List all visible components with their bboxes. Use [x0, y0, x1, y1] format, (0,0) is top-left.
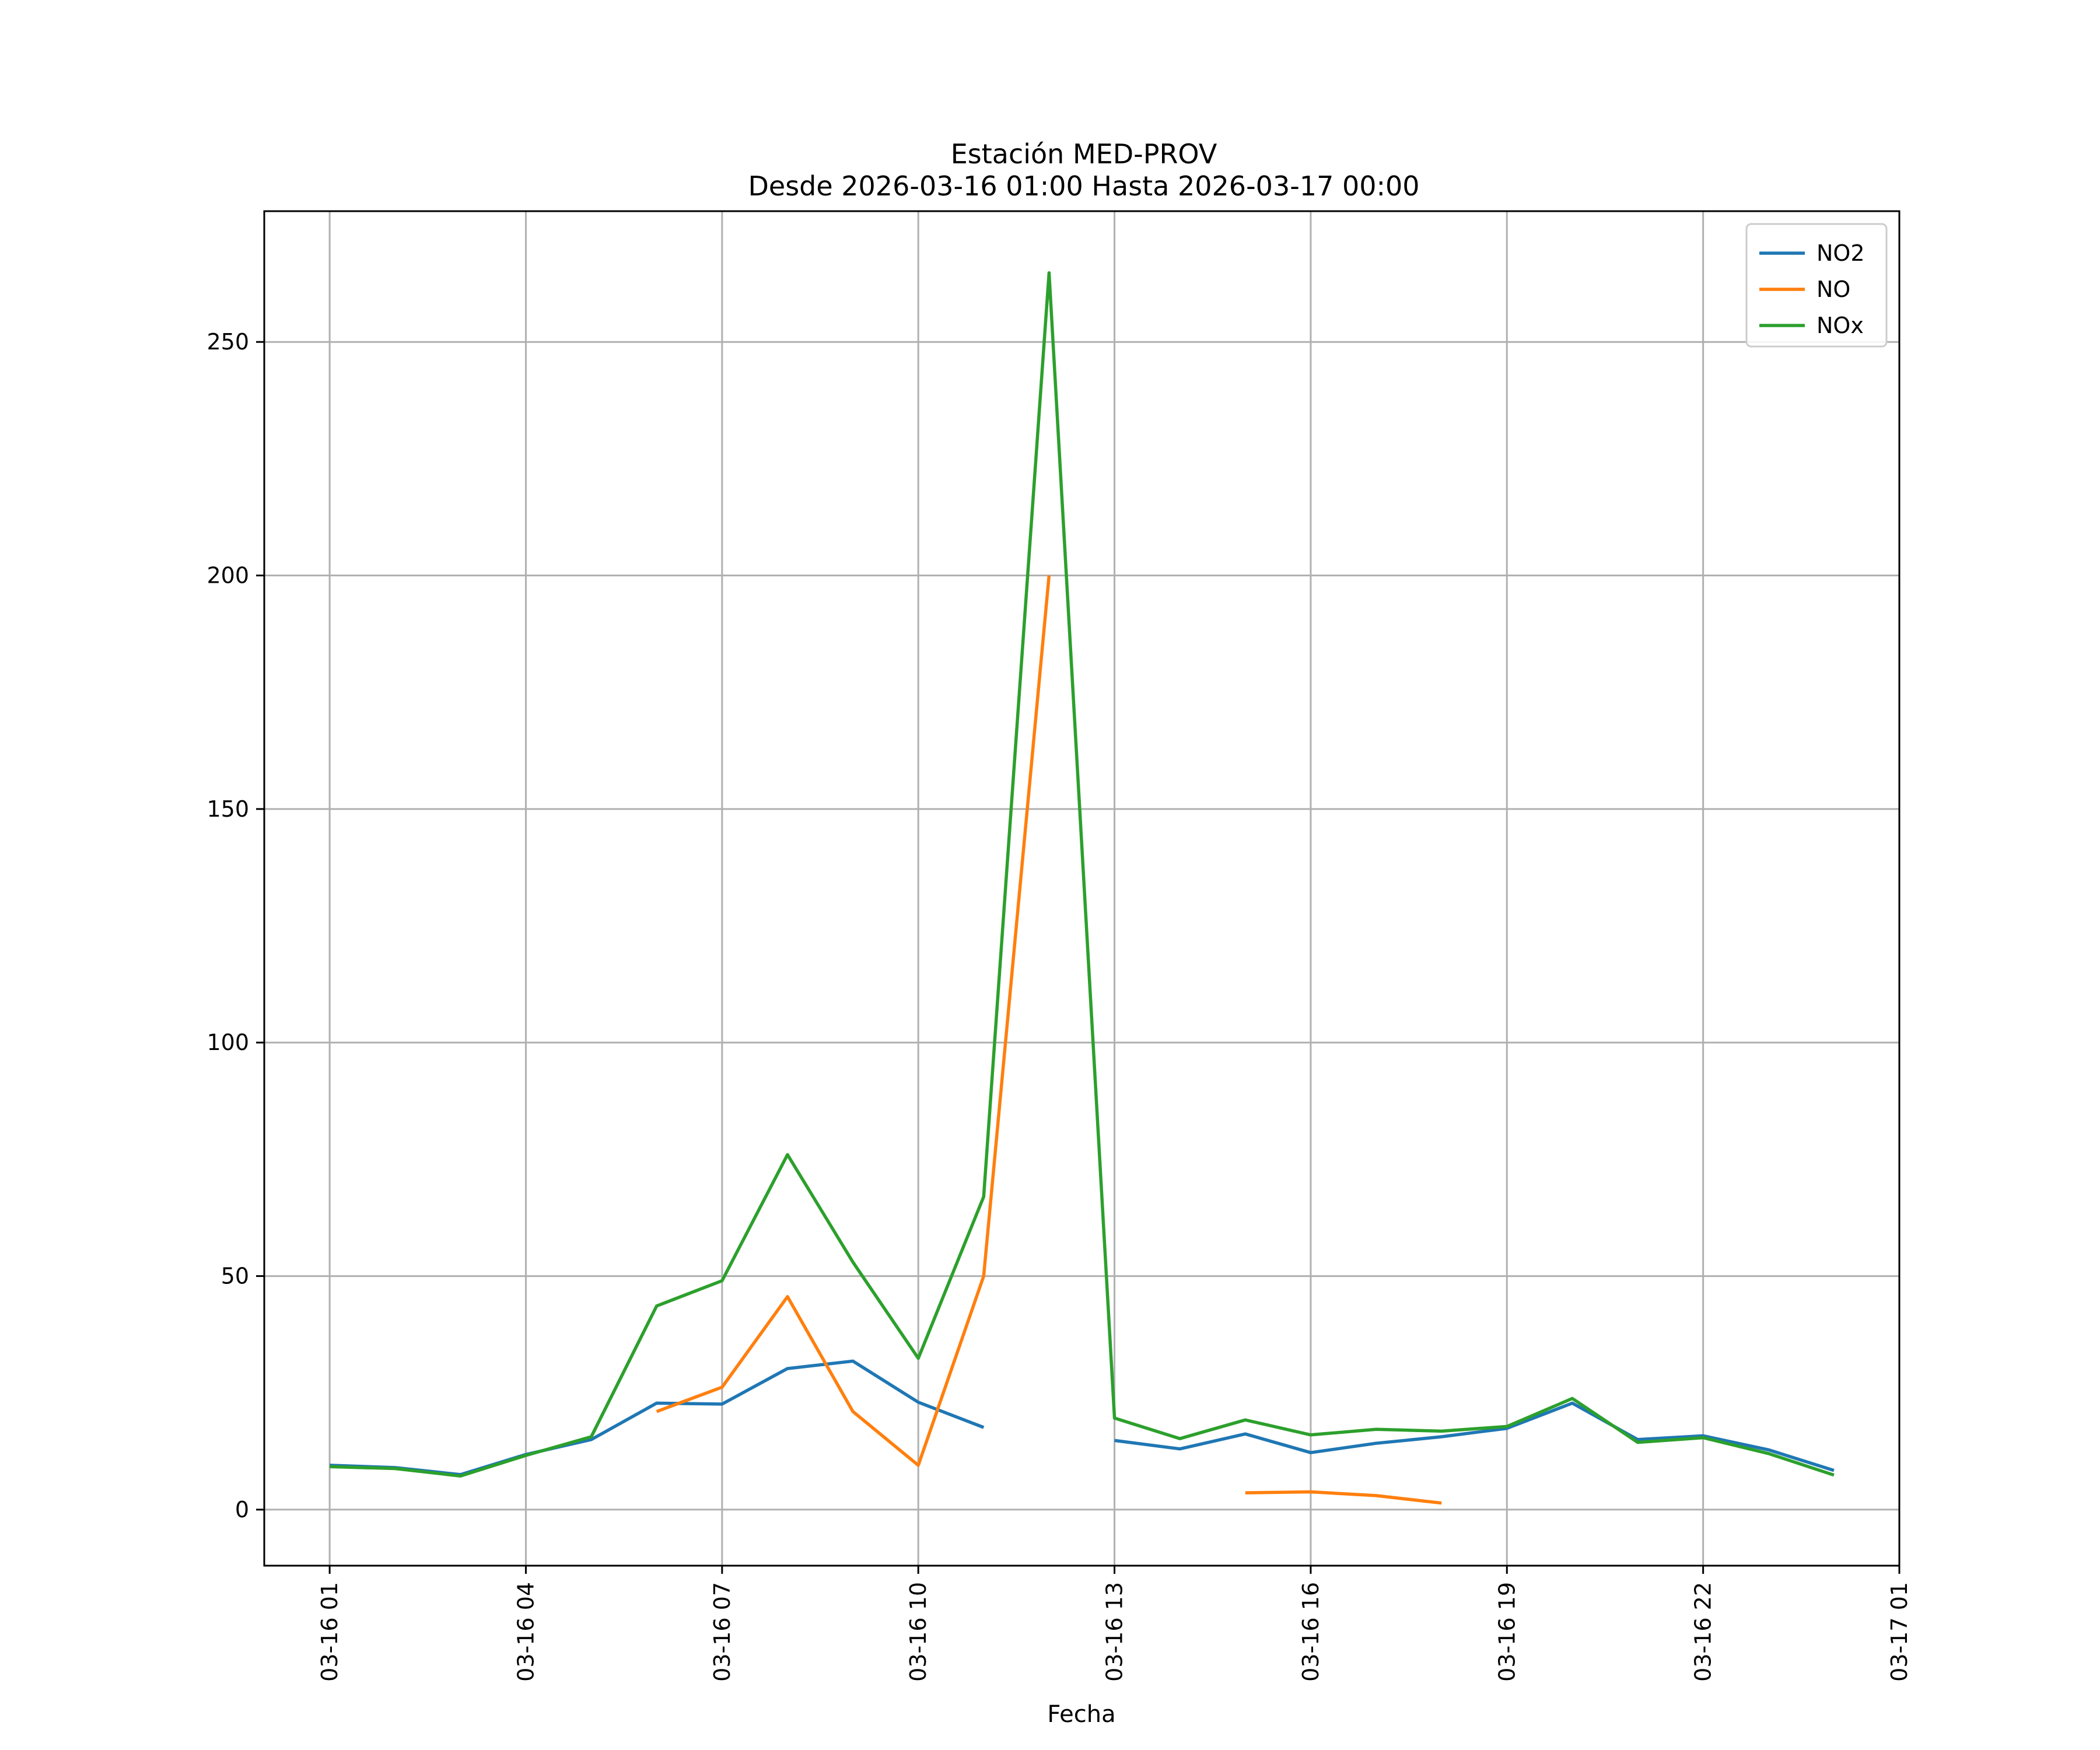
y-tick-label: 150 [206, 796, 249, 822]
legend-label-no: NO [1817, 276, 1850, 302]
series-line-no2 [1114, 1401, 1835, 1472]
x-tick-label: 03-16 13 [1102, 1582, 1128, 1682]
series-layer [330, 271, 1835, 1505]
series-line-nox [330, 271, 1835, 1478]
y-tick-label: 250 [206, 329, 249, 355]
x-tick-label: 03-16 22 [1690, 1582, 1716, 1682]
ticks-layer: 03-16 01 03-16 04 03-16 07 03-16 10 03-16 13… [206, 329, 1912, 1682]
legend-label-no2: NO2 [1817, 240, 1865, 266]
x-tick-label: 03-16 07 [709, 1582, 735, 1682]
series-nox [330, 271, 1835, 1478]
series-line-no [1245, 1490, 1442, 1505]
y-tick-label: 100 [206, 1030, 249, 1055]
x-tick-label: 03-16 16 [1298, 1582, 1324, 1682]
x-tick-label: 03-16 04 [513, 1582, 538, 1682]
x-tick-label: 03-16 01 [317, 1582, 342, 1682]
legend: NO2 NO NOx [1745, 223, 1888, 348]
x-tick-label: 03-17 01 [1887, 1582, 1912, 1682]
x-axis-label: Fecha [1047, 1701, 1115, 1728]
y-tick-label: 50 [221, 1264, 249, 1289]
y-tick-label: 200 [206, 563, 249, 589]
plot-frame [263, 210, 1901, 1567]
x-tick-label: 03-16 10 [905, 1582, 931, 1682]
x-tick-label: 03-16 19 [1494, 1582, 1520, 1682]
series-line-no [656, 575, 1051, 1467]
y-tick-label: 0 [235, 1497, 249, 1522]
chart-title: Estación MED-PROV [951, 138, 1217, 170]
chart-subtitle: Desde 2026-03-16 01:00 Hasta 2026-03-17 … [748, 170, 1419, 202]
legend-label-nox: NOx [1817, 313, 1864, 338]
series-no [656, 575, 1442, 1505]
